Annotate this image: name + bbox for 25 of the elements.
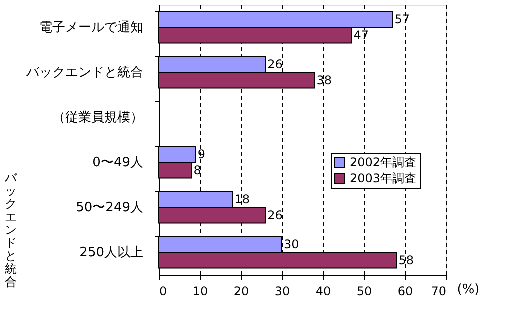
legend-label: 2003年調査 [350,172,417,186]
data-label: 8 [194,163,202,178]
y-tick-label: 0〜49人 [92,156,144,170]
x-axis-title: (%) [457,282,480,298]
data-label: 38 [316,73,332,88]
data-label: 58 [398,253,414,268]
x-tick-label: 40 [316,284,332,298]
x-tick-label: 20 [234,284,250,298]
y-tick-label: 250人以上 [80,246,144,260]
x-tick-label: 0 [160,284,168,298]
y-tick-label: 電子メールで通知 [40,20,144,36]
x-tick-label: 60 [398,284,414,298]
x-tick-label: 30 [274,284,290,298]
x-tick-label: 50 [356,284,372,298]
data-label: 47 [354,28,369,42]
data-label: 30 [284,238,300,252]
y-tick-label: バックエンドと統合 [26,66,144,80]
y-tick-label: 50〜249人 [76,200,144,216]
y-tick-label: （従業員規模） [52,110,144,126]
x-tick-label: 70 [431,284,446,298]
legend-label: 2002年調査 [350,156,417,170]
data-label: 26 [268,208,283,222]
x-tick-label: 10 [192,284,208,298]
data-label: 26 [268,58,283,72]
data-label: 18 [234,192,250,207]
